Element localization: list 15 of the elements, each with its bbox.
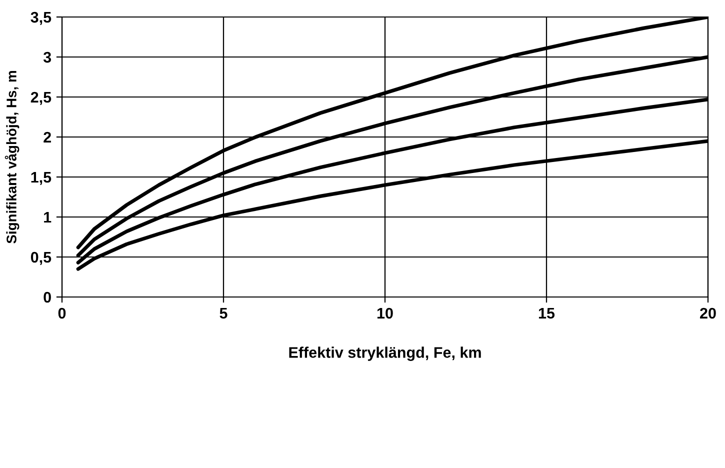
y-axis-title: Signifikant våghöjd, Hs, m [4, 71, 20, 244]
y-tick-label: 1 [44, 212, 52, 223]
x-tick-label: 0 [58, 308, 66, 319]
y-tick-label: 2 [44, 132, 51, 143]
x-tick-label: 20 [700, 308, 716, 319]
x-tick-label: 15 [538, 308, 555, 319]
y-tick-label: 3,5 [30, 12, 52, 25]
y-tick-label: 3 [43, 52, 52, 63]
y-tick-label: 1,5 [31, 172, 52, 185]
y-tick-label: 2,5 [30, 92, 52, 105]
x-tick-label: 10 [377, 308, 393, 319]
x-tick-label: 5 [220, 308, 228, 319]
y-tick-label: 0 [44, 292, 51, 303]
x-axis-title: Effektiv stryklängd, Fe, km [289, 346, 481, 361]
y-tick-label: 0,5 [30, 252, 52, 265]
